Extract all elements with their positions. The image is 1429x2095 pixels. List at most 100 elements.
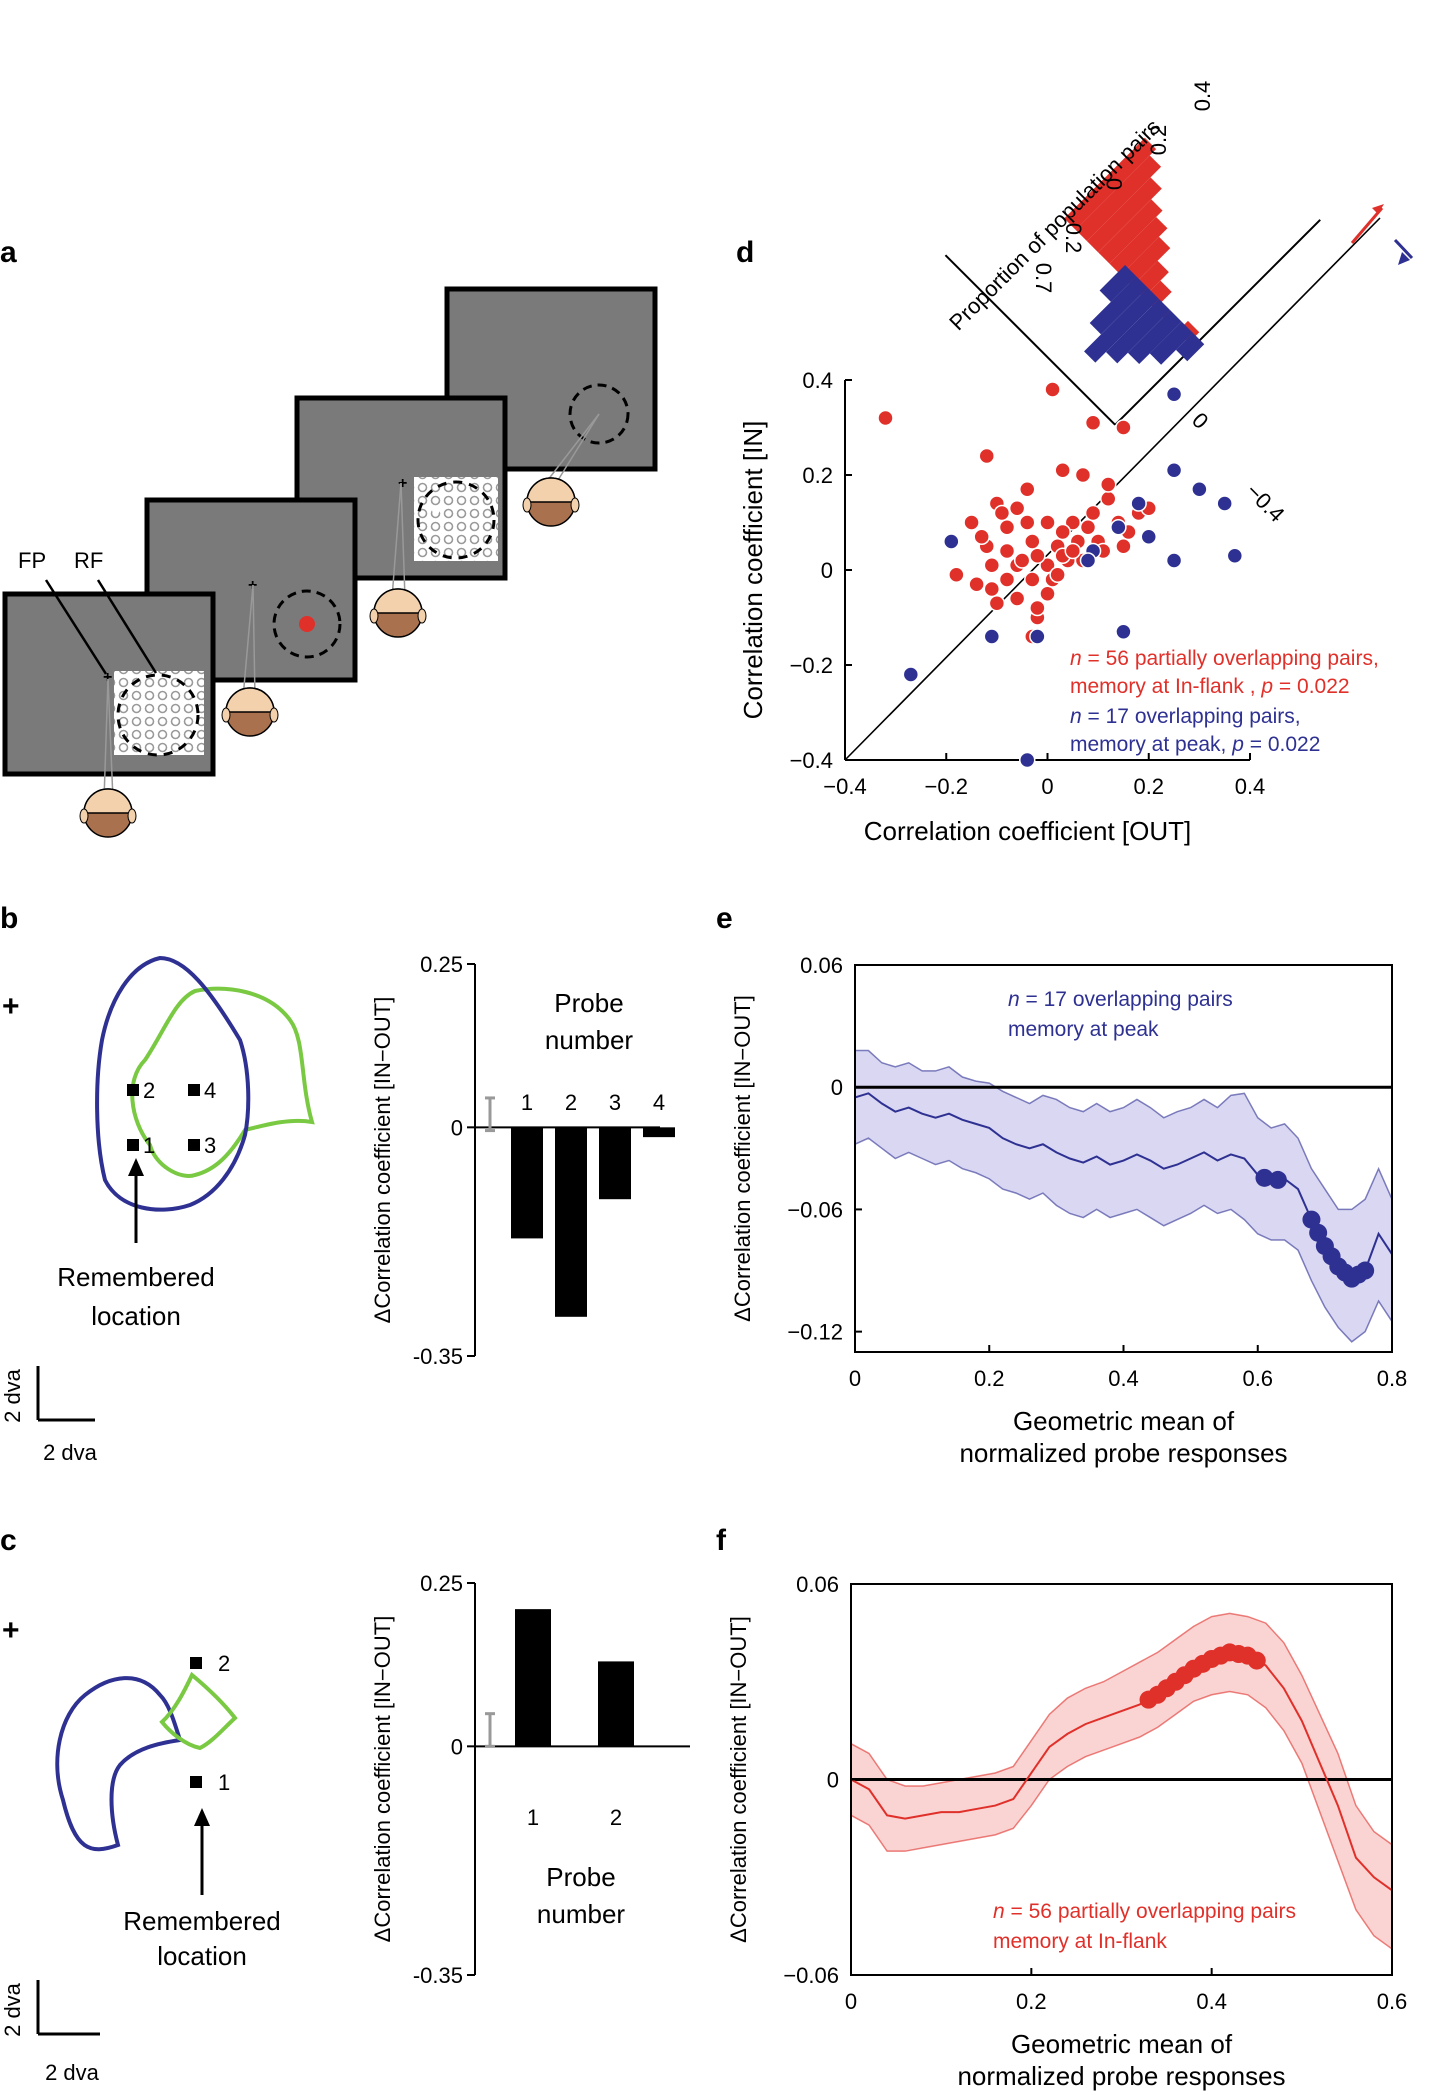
hist-axis-top — [944, 254, 1116, 426]
arrowhead-b — [128, 1158, 144, 1176]
legend-blue-line1: n = 17 overlapping pairs, — [1070, 705, 1301, 728]
annotation-text: = 56 partially overlapping pairs — [1005, 1900, 1296, 1923]
hist-tick-group: 0.4 — [1190, 81, 1215, 112]
y-tick-label: 0 — [451, 1734, 463, 1759]
scatter-point-blue — [1115, 623, 1132, 640]
scatter-point-blue — [1165, 462, 1183, 479]
hist-bar-blue — [1084, 287, 1159, 363]
legend-text: memory at In-flank , — [1070, 675, 1261, 698]
scatter-point-red — [998, 519, 1016, 536]
fixation-cross-c: + — [2, 1614, 20, 1647]
y-tick-label: 0.06 — [800, 953, 843, 978]
legend-blue-line2: memory at peak, p = 0.022 — [1070, 733, 1320, 756]
scatter-point-red — [1024, 571, 1041, 588]
label-fp: FP — [18, 548, 46, 573]
scatter-point-red — [1115, 419, 1132, 436]
scatter-point-red — [1054, 462, 1071, 479]
bar-chart-b: 0.25 0 -0.35 1 2 3 4 Probe number ΔCorrelation co… — [370, 952, 675, 1369]
panel-letter-c: c — [0, 1524, 17, 1557]
significant-point — [1268, 1170, 1287, 1189]
bar-probe-4 — [643, 1127, 675, 1138]
chart-title-line1: Probe — [546, 1862, 615, 1892]
legend-p: p — [1260, 675, 1273, 698]
significant-point — [1356, 1261, 1375, 1280]
hist-bar-red — [1086, 177, 1162, 253]
y-tick-label: 0 — [831, 1075, 843, 1100]
chart-title-line2: number — [545, 1025, 633, 1055]
scatter-point-red — [1100, 476, 1117, 493]
y-tick-label: -0.35 — [413, 1344, 463, 1369]
mean-line — [850, 1651, 1393, 1892]
scale-label-vertical-b: 2 dva — [0, 1368, 25, 1423]
scatter-point-blue — [983, 628, 1001, 645]
panel-c: c + 2 1 Remembered location 2 dva 2 dva — [0, 1524, 281, 2085]
legend-red-line1: n = 56 partially overlapping pairs, — [1070, 647, 1379, 670]
hist-tick-label: 0.2 — [1146, 125, 1171, 156]
y-axis-label: Correlation coefficient [IN] — [738, 421, 768, 720]
category-label: 2 — [565, 1090, 577, 1115]
head-icon-2 — [221, 687, 279, 737]
hist-tick-group: 0.2 — [1146, 125, 1171, 156]
x-tick-label: 0.6 — [1242, 1366, 1273, 1391]
scatter-point-red — [1115, 538, 1132, 555]
scatter-chart-d: −0.4 −0.2 0 0.2 0.4 0.4 0.2 0 −0.2 −0.4 Correlatio… — [738, 81, 1414, 846]
panel-letter-b: b — [0, 902, 18, 935]
significant-point — [1309, 1223, 1328, 1242]
head-icon-3 — [369, 588, 427, 638]
x-tick-label: −0.4 — [823, 774, 866, 799]
scatter-point-red — [1039, 585, 1056, 602]
median-arrowhead-red — [1372, 204, 1384, 214]
panel-letter-e: e — [716, 902, 733, 935]
panel-letter-a: a — [0, 236, 17, 269]
scatter-point-red — [1019, 514, 1036, 531]
scatter-point-blue — [1216, 495, 1233, 512]
hist-bar-red — [1064, 137, 1157, 230]
head-icon-1 — [79, 788, 137, 838]
panel-b: b + 2 4 1 3 Remembered location 2 dva 2 … — [0, 902, 315, 1465]
scatter-point-red — [983, 557, 1001, 574]
probe-label-3: 3 — [204, 1133, 216, 1158]
significant-point — [1247, 1651, 1266, 1670]
hist-diff-tick: 0 — [1187, 408, 1213, 434]
hist-bar-red — [1098, 199, 1163, 264]
hist-tick-group: 0 — [1102, 178, 1127, 190]
scatter-point-red — [968, 576, 985, 593]
rf-pointer — [96, 579, 158, 674]
scatter-point-blue — [943, 533, 960, 550]
y-tick-label: -0.35 — [413, 1963, 463, 1988]
rf-outline-1 — [116, 673, 200, 757]
probe-label-2: 2 — [143, 1078, 155, 1103]
hist-tick-label: 0.2 — [1061, 223, 1086, 254]
y-axis-label: ΔCorrelation coefficient [IN−OUT] — [726, 1616, 751, 1943]
scatter-point-blue — [1110, 519, 1127, 536]
scatter-point-red — [1064, 514, 1082, 531]
legend-text: = 56 partially overlapping pairs, — [1082, 647, 1379, 670]
scatter-point-red — [993, 504, 1011, 522]
category-label: 1 — [527, 1805, 539, 1830]
x-axis-label: Correlation coefficient [OUT] — [864, 816, 1192, 846]
x-tick-label: 0.4 — [1108, 1366, 1139, 1391]
band-upper-edge — [850, 1612, 1393, 1846]
probe-label-1: 1 — [143, 1133, 155, 1158]
rf-outline-green-b — [130, 986, 315, 1178]
y-tick-label: −0.4 — [790, 748, 833, 773]
x-axis-label-line1: Geometric mean of — [1013, 1406, 1235, 1436]
scale-label-vertical-c: 2 dva — [0, 1982, 25, 2037]
scatter-point-red — [998, 542, 1016, 560]
probe-label-c-1: 1 — [218, 1770, 230, 1795]
y-axis-label: ΔCorrelation coefficient [IN−OUT] — [370, 1616, 395, 1943]
hist-bar-red — [1075, 155, 1162, 242]
bar-probe-1 — [515, 1609, 551, 1747]
x-tick-label: 0.2 — [1133, 774, 1164, 799]
scatter-point-red — [1084, 504, 1102, 522]
annotation-line1: n = 56 partially overlapping pairs — [993, 1900, 1296, 1923]
x-axis-label-line1: Geometric mean of — [1011, 2029, 1233, 2059]
scatter-point-red — [1054, 523, 1071, 541]
bar-probe-3 — [599, 1127, 631, 1200]
median-arrow-red — [1350, 207, 1384, 244]
x-tick-label: 0.2 — [1016, 1989, 1047, 2014]
gaze-lines — [103, 413, 600, 801]
scatter-point-red — [973, 528, 990, 545]
category-label: 3 — [609, 1090, 621, 1115]
